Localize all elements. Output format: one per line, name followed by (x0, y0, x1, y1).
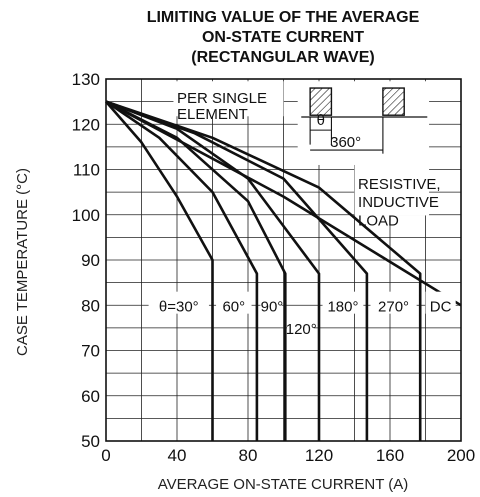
plot-frame (105, 78, 462, 442)
series-label-180: 180° (327, 298, 358, 315)
series-line (105, 100, 462, 307)
x-axis-label: AVERAGE ON-STATE CURRENT (A) (158, 476, 409, 493)
label-background (425, 291, 456, 314)
series-label-dc: DC (430, 298, 452, 315)
chart-title-line-2: ON-STATE CURRENT (202, 29, 364, 46)
y-tick-label: 120 (72, 115, 100, 134)
per-element-label: PER SINGLE (177, 90, 267, 107)
series-line (105, 100, 422, 441)
label-background (287, 316, 314, 338)
per-element-label: ELEMENT (177, 106, 248, 123)
y-tick-label: 130 (72, 70, 100, 89)
series-line (105, 100, 259, 441)
label-background (370, 291, 417, 314)
x-tick-label: 80 (239, 446, 258, 465)
y-tick-label: 80 (81, 296, 100, 315)
series-label-30: θ=30° (159, 298, 199, 315)
series-label-120: 120° (286, 321, 317, 338)
x-tick-label: 40 (168, 446, 187, 465)
pulse-1 (309, 87, 333, 116)
series-label-270: 270° (378, 298, 409, 315)
annotation-layer: θ=30° 60° 90° 180° 270° DC 120° PER SINGLEELEME… (148, 81, 456, 338)
x-tick-label: 0 (101, 446, 110, 465)
x-tick-label: 120 (305, 446, 333, 465)
label-background (354, 160, 430, 216)
label-background (148, 291, 209, 314)
label-background (173, 81, 284, 117)
pulse-2 (382, 87, 405, 116)
theta-label: θ (317, 112, 325, 129)
chart-title: LIMITING VALUE OF THE AVERAGE ON-STATE C… (147, 9, 420, 66)
series-layer (105, 100, 462, 441)
y-tick-label: 70 (81, 342, 100, 361)
y-tick-label: 110 (73, 161, 100, 180)
tick-layer: 0 40 80 120 160 200 50 60 70 80 90 100 110 120 130 (72, 70, 476, 465)
y-tick-label: 50 (81, 432, 100, 451)
x-tick-label: 200 (447, 446, 475, 465)
series-line (105, 100, 214, 441)
chart-title-line-1: LIMITING VALUE OF THE AVERAGE (147, 9, 420, 26)
chart-title-line-3: (RECTANGULAR WAVE) (191, 49, 374, 66)
label-background (322, 291, 364, 314)
load-label: LOAD (358, 212, 399, 229)
y-tick-label: 60 (81, 387, 100, 406)
label-background (260, 291, 282, 314)
y-tick-label: 100 (72, 206, 100, 225)
period-label: 360° (330, 134, 361, 151)
series-label-60: 60° (222, 298, 245, 315)
load-label: INDUCTIVE (358, 194, 439, 211)
label-background (216, 291, 252, 314)
x-tick-label: 160 (376, 446, 404, 465)
series-line (105, 100, 287, 441)
load-label: RESISTIVE, (358, 176, 441, 193)
y-tick-label: 90 (81, 251, 100, 270)
series-label-90: 90° (261, 298, 284, 315)
y-axis-label: CASE TEMPERATURE (°C) (14, 168, 31, 356)
